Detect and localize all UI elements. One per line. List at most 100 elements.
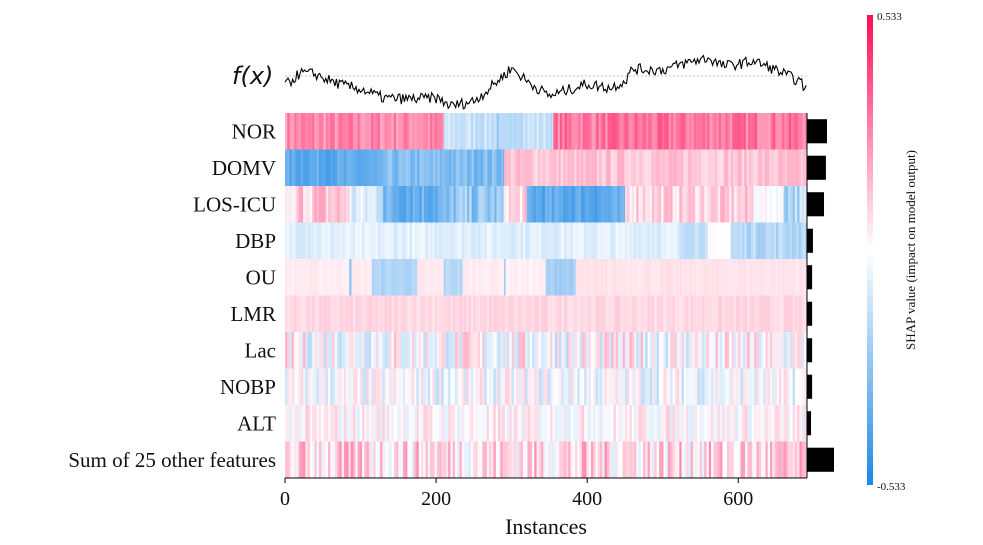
heatmap-cell	[294, 332, 297, 369]
heatmap-cell	[641, 259, 645, 296]
heatmap-cell	[323, 441, 327, 479]
heatmap-cell	[536, 113, 540, 150]
heatmap-cell	[688, 332, 692, 369]
heatmap-cell	[538, 149, 541, 187]
heatmap-cell	[670, 295, 673, 333]
heatmap-cell	[542, 186, 546, 223]
heatmap-cell	[745, 441, 748, 479]
heatmap-cell	[637, 113, 640, 150]
heatmap-cell	[384, 368, 388, 406]
heatmap-cell	[374, 259, 377, 296]
heatmap-cell	[436, 295, 440, 333]
heatmap-cell	[321, 186, 324, 223]
heatmap-cell	[380, 441, 383, 479]
heatmap-cell	[371, 186, 375, 223]
heatmap-cell	[544, 186, 548, 223]
heatmap-cell	[796, 149, 800, 187]
heatmap-cell	[679, 332, 682, 369]
heatmap-cell	[739, 222, 743, 260]
heatmap-cell	[325, 405, 329, 442]
heatmap-cell	[598, 259, 602, 296]
heatmap-cell	[801, 405, 805, 442]
heatmap-cell	[745, 186, 748, 223]
heatmap-cell	[627, 295, 630, 333]
heatmap-cell	[427, 222, 431, 260]
heatmap-cell	[285, 259, 288, 296]
heatmap-cell	[710, 222, 713, 260]
heatmap-cell	[556, 405, 560, 442]
heatmap-cell	[674, 295, 678, 333]
heatmap-cell	[443, 222, 447, 260]
feature-importance-bar	[807, 447, 834, 472]
heatmap-cell	[770, 113, 774, 150]
heatmap-cell	[538, 368, 542, 406]
heatmap-cell	[732, 113, 735, 150]
heatmap-cell	[717, 149, 720, 187]
heatmap-cell	[359, 149, 363, 187]
heatmap-cell	[677, 368, 680, 406]
heatmap-cell	[512, 259, 516, 296]
heatmap-cell	[289, 149, 293, 187]
heatmap-cell	[738, 186, 741, 223]
heatmap-cell	[788, 368, 791, 406]
heatmap-cell	[525, 113, 528, 150]
heatmap-cell	[432, 368, 435, 406]
heatmap-cell	[797, 368, 800, 406]
heatmap-cell	[771, 149, 775, 187]
heatmap-cell	[549, 149, 553, 187]
heatmap-cell	[644, 149, 648, 187]
heatmap-cell	[586, 222, 590, 260]
heatmap-cell	[289, 295, 293, 333]
heatmap-cell	[348, 441, 352, 479]
heatmap-cell	[554, 259, 558, 296]
heatmap-cell	[776, 295, 780, 333]
heatmap-cell	[577, 332, 581, 369]
heatmap-cell	[574, 149, 577, 187]
heatmap-cell	[323, 332, 327, 369]
heatmap-cell	[764, 222, 768, 260]
heatmap-cell	[740, 295, 744, 333]
heatmap-cell	[783, 441, 787, 479]
heatmap-cell	[491, 259, 495, 296]
heatmap-cell	[520, 368, 524, 406]
heatmap-cell	[341, 405, 345, 442]
heatmap-cell	[520, 332, 524, 369]
heatmap-cell	[661, 332, 664, 369]
heatmap-cell	[509, 405, 513, 442]
heatmap-cell	[684, 113, 688, 150]
heatmap-cell	[545, 405, 549, 442]
heatmap-cell	[357, 441, 361, 479]
heatmap-cell	[376, 259, 380, 296]
heatmap-cell	[323, 405, 327, 442]
heatmap-cell	[467, 186, 470, 223]
heatmap-cell	[636, 222, 639, 260]
heatmap-cell	[506, 149, 510, 187]
heatmap-cell	[350, 441, 354, 479]
heatmap-cell	[561, 368, 565, 406]
heatmap-cell	[348, 295, 352, 333]
heatmap-cell	[790, 332, 794, 369]
heatmap-cell	[495, 441, 499, 479]
heatmap-cell	[498, 113, 502, 150]
heatmap-cell	[545, 441, 549, 479]
heatmap-cell	[398, 368, 401, 406]
heatmap-cell	[307, 259, 311, 296]
heatmap-cell	[402, 222, 406, 260]
heatmap-cell	[805, 149, 808, 187]
heatmap-cell	[726, 405, 730, 442]
heatmap-cell	[666, 259, 670, 296]
heatmap-cell	[757, 149, 761, 187]
heatmap-cell	[751, 149, 754, 187]
heatmap-cell	[527, 295, 531, 333]
heatmap-cell	[366, 149, 370, 187]
heatmap-cell	[658, 186, 662, 223]
heatmap-cell	[516, 332, 519, 369]
heatmap-cell	[296, 222, 299, 260]
heatmap-cell	[657, 259, 661, 296]
heatmap-cell	[802, 259, 806, 296]
heatmap-cell	[661, 441, 664, 479]
heatmap-cell	[434, 405, 438, 442]
heatmap-cell	[641, 113, 645, 150]
heatmap-cell	[776, 222, 779, 260]
heatmap-cell	[511, 441, 515, 479]
